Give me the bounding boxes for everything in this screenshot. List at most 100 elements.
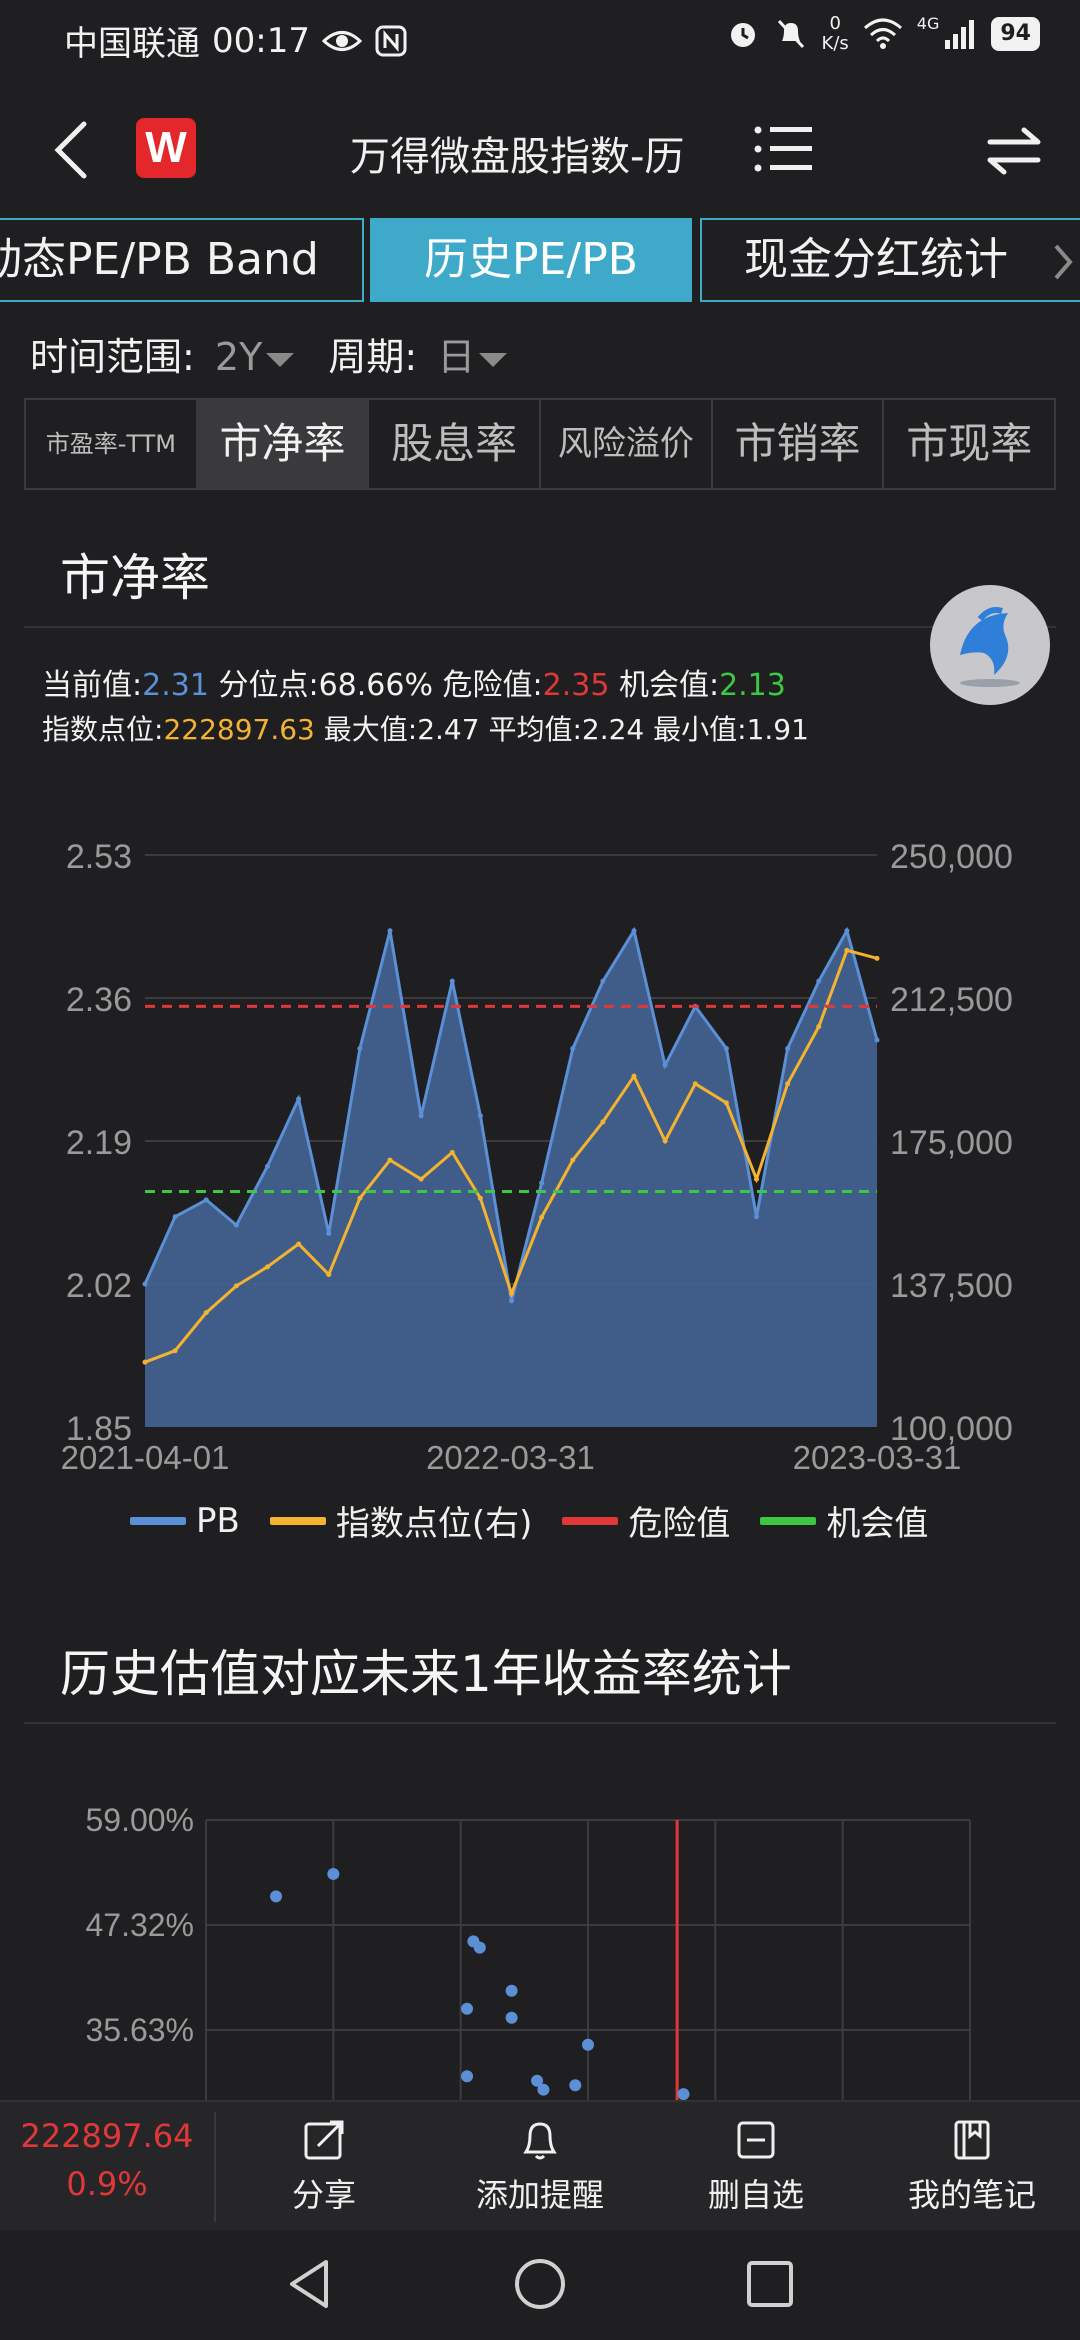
pb-data-point (539, 1180, 545, 1186)
dolphin-assistant-icon[interactable] (930, 585, 1050, 705)
my-notes-button[interactable]: 我的笔记 (872, 2112, 1072, 2216)
remove-watch-label: 删自选 (707, 2176, 804, 2214)
y-right-tick-label: 100,000 (890, 1410, 1013, 1448)
quote-value: 222897.64 (20, 2117, 194, 2155)
period-select[interactable]: 日 (437, 335, 508, 379)
pb-data-point (723, 1045, 729, 1051)
tab-label: 现金分红统计 (744, 234, 1008, 285)
swap-arrows-icon[interactable] (984, 120, 1044, 180)
bell-icon (523, 2122, 557, 2160)
scatter-point (537, 2083, 550, 2096)
index-data-point (600, 1119, 606, 1125)
danger-label: 危险值: (442, 668, 543, 703)
y-tick-label: 35.63% (85, 2012, 194, 2048)
status-bar: 中国联通 00:17 0 K/s (0, 0, 1080, 80)
y-left-tick-label: 1.85 (66, 1410, 132, 1448)
avg-label: 平均值: (488, 713, 582, 746)
pb-data-point (754, 1214, 760, 1220)
subtab-pe-ttm[interactable]: 市盈率-TTM (26, 400, 198, 488)
minus-box-icon (737, 2121, 775, 2159)
share-button[interactable]: 分享 (224, 2112, 424, 2216)
scatter-point (461, 2070, 474, 2083)
tab-dynamic-pe-pb-band[interactable]: 动态PE/PB Band (0, 218, 364, 302)
eye-icon (321, 30, 362, 51)
danger-value: 2.35 (542, 668, 610, 703)
nfc-icon (375, 25, 407, 56)
x-tick-label: 2021-04-01 (61, 1439, 230, 1476)
subtab-ps[interactable]: 市销率 (713, 400, 885, 488)
pb-data-point (874, 1037, 880, 1043)
pb-data-point (296, 1096, 302, 1102)
y-left-tick-label: 2.19 (66, 1124, 132, 1162)
section-title-return-stats: 历史估值对应未来1年收益率统计 (60, 1645, 792, 1703)
pb-data-point (172, 1214, 178, 1220)
alert-label: 添加提醒 (475, 2176, 604, 2214)
tab-cash-dividend[interactable]: 现金分红统计 (700, 218, 1080, 302)
index-data-point (509, 1291, 515, 1297)
period-label: 周期: (328, 335, 418, 379)
section-divider (24, 626, 1056, 628)
wifi-icon (863, 18, 902, 49)
tab-label: 动态PE/PB Band (0, 234, 319, 285)
index-data-point (296, 1241, 302, 1247)
index-label: 指数点位: (42, 713, 164, 746)
index-quote[interactable]: 222897.64 0.9% (0, 2112, 214, 2208)
app-header: W 万得微盘股指数-历 (0, 100, 1080, 200)
index-data-point (172, 1348, 178, 1354)
index-data-point (387, 1157, 393, 1163)
y-right-tick-label: 250,000 (890, 838, 1013, 876)
scatter-point (569, 2079, 582, 2092)
scatter-point (505, 1984, 518, 1997)
y-left-tick-label: 2.53 (66, 838, 132, 876)
y-tick-label: 59.00% (85, 1802, 194, 1838)
y-right-tick-label: 175,000 (890, 1124, 1013, 1162)
legend-item-opportunity[interactable]: 机会值 (760, 1496, 928, 1545)
pb-data-point (570, 1045, 576, 1051)
list-menu-icon[interactable] (752, 122, 814, 176)
nav-back-icon[interactable] (280, 2254, 340, 2314)
scatter-point (461, 2002, 474, 2015)
index-data-point (265, 1264, 271, 1270)
index-data-point (754, 1176, 760, 1182)
opportunity-value: 2.13 (719, 668, 786, 703)
wind-logo: W (136, 118, 196, 178)
stats-line-1: 当前值:2.31 分位点:68.66% 危险值:2.35 机会值:2.13 (42, 660, 786, 704)
tab-history-pe-pb[interactable]: 历史PE/PB (370, 218, 692, 302)
nav-home-icon[interactable] (510, 2254, 570, 2314)
y-tick-label: 47.32% (85, 1907, 194, 1943)
y-right-tick-label: 212,500 (890, 981, 1013, 1019)
remove-watchlist-button[interactable]: 删自选 (656, 2112, 856, 2216)
max-value: 2.47 (417, 713, 480, 746)
index-data-point (631, 1073, 637, 1079)
index-data-point (142, 1359, 148, 1365)
index-data-point (785, 1081, 791, 1087)
stats-line-2: 指数点位:222897.63 最大值:2.47 平均值:2.24 最小值:1.9… (42, 708, 809, 748)
mute-bell-icon (777, 19, 804, 49)
add-alert-button[interactable]: 添加提醒 (440, 2112, 640, 2216)
index-data-point (326, 1271, 332, 1277)
scatter-point (677, 2088, 690, 2101)
nav-recents-icon[interactable] (740, 2254, 800, 2314)
index-data-point (203, 1310, 209, 1316)
legend-item-danger[interactable]: 危险值 (562, 1496, 730, 1545)
pb-data-point (662, 1062, 668, 1068)
legend-item-index[interactable]: 指数点位(右) (269, 1496, 532, 1545)
chart-legend: PB 指数点位(右) 危险值 机会值 (130, 1496, 928, 1545)
percentile-value: 68.66% (318, 668, 433, 703)
caret-down-icon (266, 352, 295, 367)
status-left: 中国联通 00:17 (64, 16, 408, 65)
subtab-risk-premium[interactable]: 风险溢价 (541, 400, 713, 488)
dolphin-icon (960, 607, 1020, 687)
subtab-pcf[interactable]: 市现率 (906, 419, 1033, 468)
subtab-pb[interactable]: 市净率 (197, 400, 370, 488)
legend-item-pb[interactable]: PB (130, 1496, 240, 1545)
range-select[interactable]: 2Y (215, 335, 306, 379)
back-arrow-icon[interactable] (44, 118, 104, 182)
subtab-dividend-yield[interactable]: 股息率 (369, 400, 542, 488)
index-data-point (570, 1157, 576, 1163)
battery-indicator: 94 (991, 17, 1040, 51)
y-left-tick-label: 2.02 (66, 1267, 132, 1305)
y-left-tick-label: 2.36 (66, 981, 132, 1019)
legend-swatch (760, 1516, 817, 1525)
main-tabs: 动态PE/PB Band 历史PE/PB 现金分红统计 (0, 218, 1080, 302)
